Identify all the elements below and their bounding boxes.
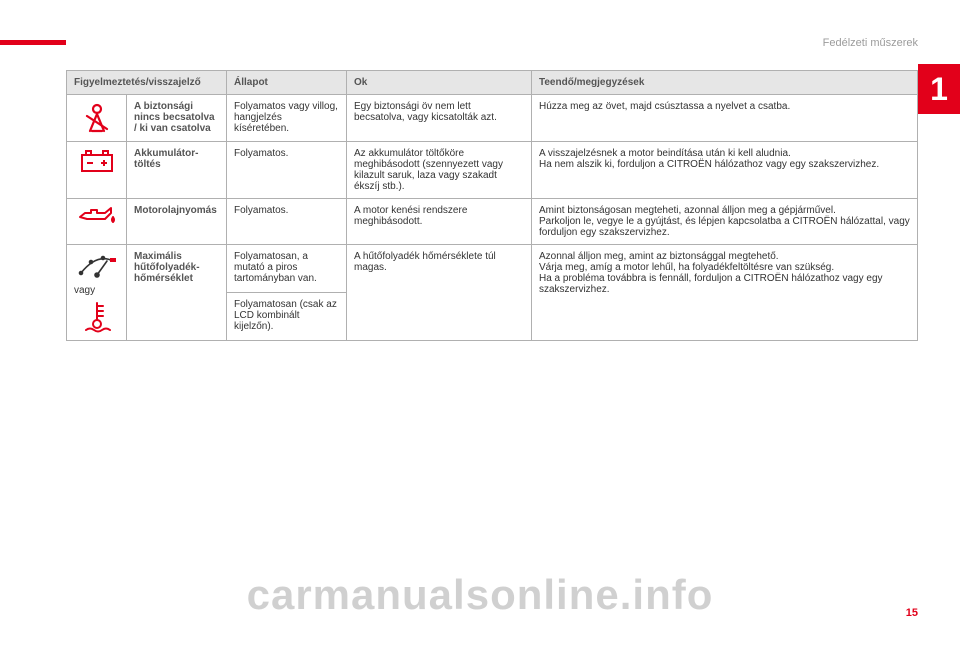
warning-state: Folyamatos. xyxy=(227,199,347,245)
warning-name: Akkumulátor-töltés xyxy=(127,142,227,199)
warning-name: Motorolajnyomás xyxy=(127,199,227,245)
warning-state: Folyamatos vagy villog, hangjelzés kísér… xyxy=(227,95,347,142)
warning-name: A biztonsági nincs becsatolva / ki van c… xyxy=(127,95,227,142)
breadcrumb: Fedélzeti műszerek xyxy=(823,37,918,49)
section-tab: 1 xyxy=(918,64,960,114)
table-row: vagy Maximális hűtőfolyadék-hőmérséklet … xyxy=(67,245,918,293)
warning-indicators-table: Figyelmeztetés/visszajelző Állapot Ok Te… xyxy=(66,70,918,341)
warning-cause: Az akkumulátor töltőköre meghibásodott (… xyxy=(347,142,532,199)
warning-action: A visszajelzésnek a motor beindítása utá… xyxy=(532,142,918,199)
icon-separator-label: vagy xyxy=(74,279,119,296)
warning-state: Folyamatosan, a mutató a piros tartomány… xyxy=(227,245,347,293)
warning-state: Folyamatos. xyxy=(227,142,347,199)
col-state: Állapot xyxy=(227,71,347,95)
warning-state: Folyamatosan (csak az LCD kombinált kije… xyxy=(227,293,347,341)
col-warning: Figyelmeztetés/visszajelző xyxy=(67,71,227,95)
temp-gauge-icon xyxy=(77,251,117,279)
table-row: Akkumulátor-töltés Folyamatos. Az akkumu… xyxy=(67,142,918,199)
warning-cause: A hűtőfolyadék hőmérséklete túl magas. xyxy=(347,245,532,341)
coolant-temp-icon xyxy=(82,300,112,334)
page-number: 15 xyxy=(906,607,918,619)
warning-action: Húzza meg az övet, majd csúsztassa a nye… xyxy=(532,95,918,142)
watermark: carmanualsonline.info xyxy=(0,571,960,619)
seatbelt-icon xyxy=(67,95,127,142)
warning-name: Maximális hűtőfolyadék-hőmérséklet xyxy=(127,245,227,341)
table-header-row: Figyelmeztetés/visszajelző Állapot Ok Te… xyxy=(67,71,918,95)
coolant-icons-cell: vagy xyxy=(67,245,127,341)
table-row: A biztonsági nincs becsatolva / ki van c… xyxy=(67,95,918,142)
accent-bar xyxy=(0,40,66,45)
battery-icon xyxy=(67,142,127,199)
table-row: Motorolajnyomás Folyamatos. A motor kené… xyxy=(67,199,918,245)
warning-action: Azonnal álljon meg, amint az biztonságga… xyxy=(532,245,918,341)
warning-cause: Egy biztonsági öv nem lett becsatolva, v… xyxy=(347,95,532,142)
warning-cause: A motor kenési rendszere meghibásodott. xyxy=(347,199,532,245)
col-cause: Ok xyxy=(347,71,532,95)
warning-action: Amint biztonságosan megteheti, azonnal á… xyxy=(532,199,918,245)
oil-icon xyxy=(67,199,127,245)
col-action: Teendő/megjegyzések xyxy=(532,71,918,95)
